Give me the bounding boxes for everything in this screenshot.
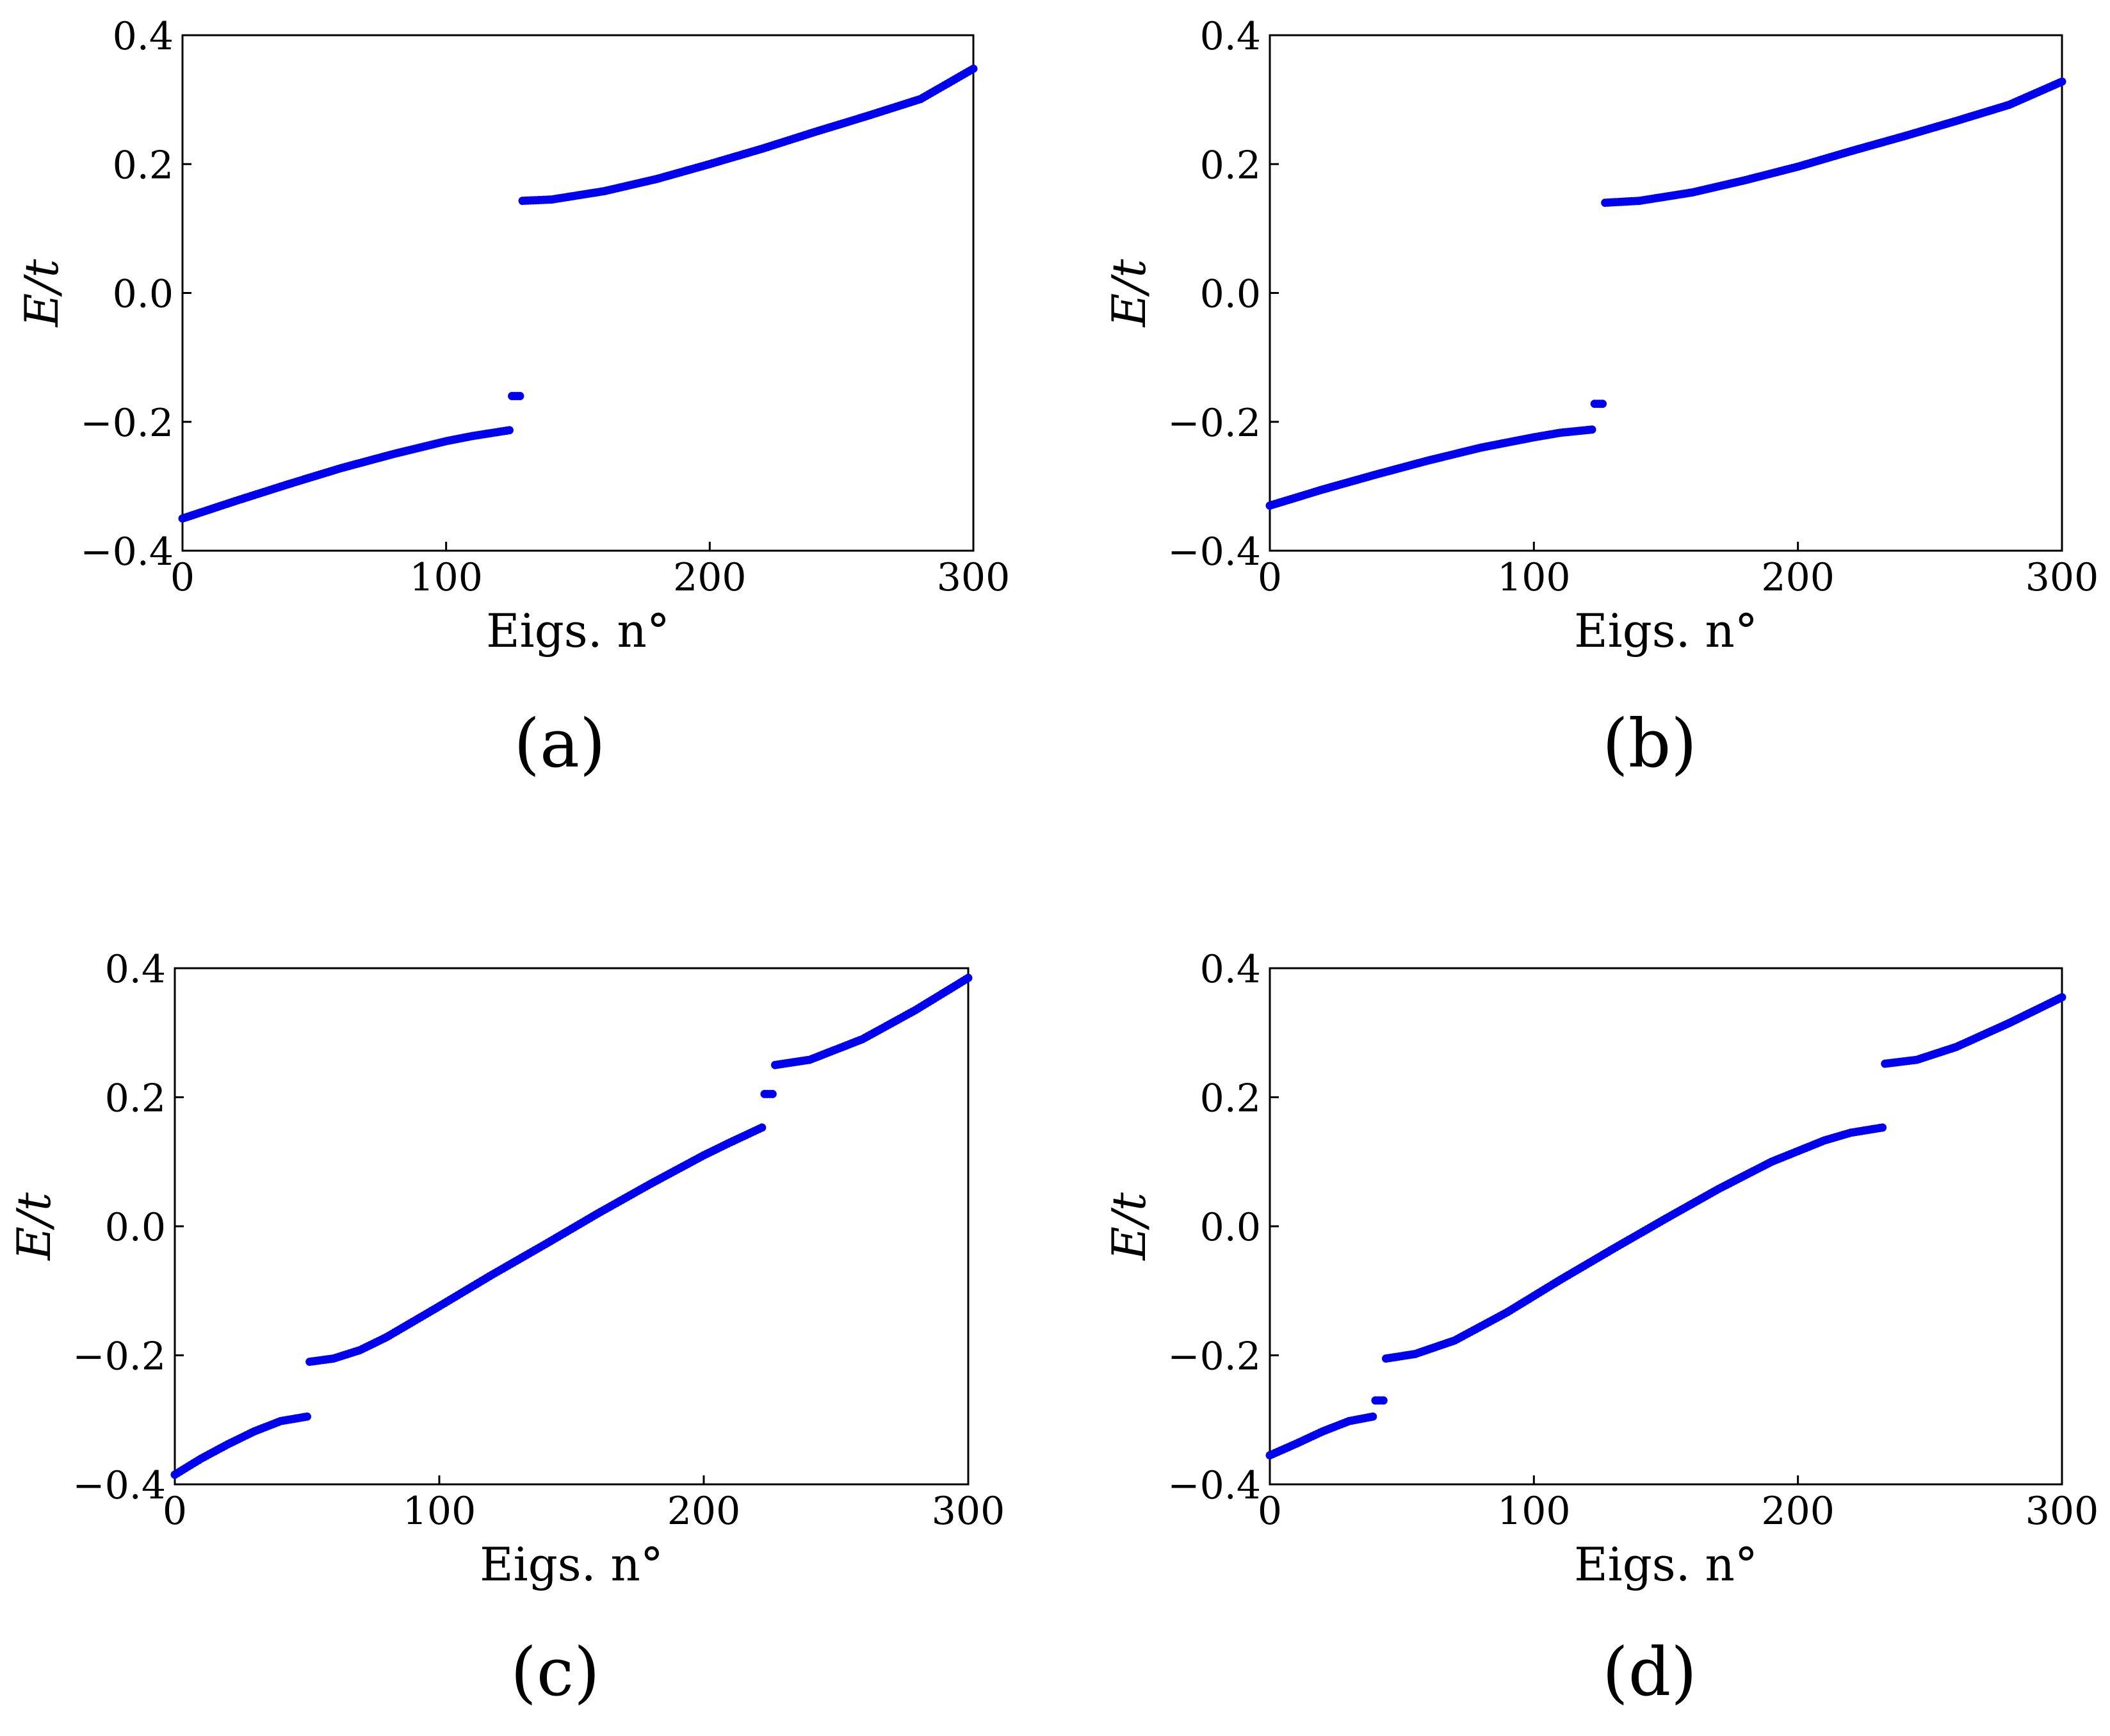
y-tick-label: 0.2 [1200,143,1261,188]
y-tick-label: 0.0 [105,1205,166,1250]
y-axis-label: E/t [7,1192,61,1261]
series-lower-band [1265,425,1596,510]
panel-a: 0 100 200 300 −0.4 −0.2 0.0 0.2 0.4 Eigs. n° E/t (… [0,0,1050,871]
x-axis-label: Eigs. n° [1574,604,1758,658]
series-band-2 [305,1123,767,1367]
series-upper-band [1601,77,2066,207]
y-tick-label: 0.2 [1200,1076,1261,1121]
y-tick-label: 0.0 [1200,272,1261,317]
y-tick-label: −0.2 [1167,1334,1261,1379]
series-in-gap-states [760,1089,777,1098]
x-tick-label: 0 [170,555,195,600]
data-point [2057,993,2066,1002]
x-tick-label: 0 [163,1489,187,1534]
x-tick-label: 200 [673,555,747,600]
y-tick-label: −0.2 [80,401,174,446]
series-in-gap-states [1590,400,1607,409]
panel-c: 0 100 200 300 −0.4 −0.2 0.0 0.2 0.4 Eigs. n° E/t (… [0,877,1050,1736]
chart-c: 0 100 200 300 −0.4 −0.2 0.0 0.2 0.4 Eigs. n° E/t [7,947,1005,1591]
chart-b: 0 100 200 300 −0.4 −0.2 0.0 0.2 0.4 Eigs. n° E/t [1102,14,2099,658]
x-tick-label: 100 [409,555,483,600]
series-upper-band [518,64,978,206]
x-axis-label: Eigs. n° [486,604,670,658]
data-point [1379,1396,1388,1405]
y-tick-label: 0.2 [105,1076,166,1121]
data-point [964,973,973,982]
x-tick-label: 200 [667,1489,741,1534]
y-axis-label: E/t [1102,259,1156,329]
chart-d: 0 100 200 300 −0.4 −0.2 0.0 0.2 0.4 Eigs. n° E/t [1102,947,2099,1591]
x-tick-label: 300 [2025,555,2099,600]
data-point [768,1089,777,1098]
series-lower-band [178,426,514,523]
x-tick-label: 300 [2025,1489,2099,1534]
y-tick-label: 0.4 [105,947,166,992]
y-tick-label: 0.4 [1200,14,1261,59]
x-axis-label: Eigs. n° [480,1537,663,1591]
x-tick-label: 0 [1258,555,1282,600]
series-band-3 [771,973,973,1069]
y-tick-label: −0.2 [1167,401,1261,446]
caption-b: (b) [1602,704,1697,783]
x-tick-label: 100 [403,1489,476,1534]
caption-a: (a) [514,704,606,783]
panel-d: 0 100 200 300 −0.4 −0.2 0.0 0.2 0.4 Eigs. n° E/t (… [1055,877,2110,1736]
y-tick-label: −0.4 [72,1463,166,1508]
series-band-1 [1265,1412,1377,1460]
caption-d: (d) [1602,1633,1697,1711]
data-point [2057,77,2066,86]
y-tick-label: 0.0 [113,272,174,317]
x-tick-label: 300 [932,1489,1005,1534]
x-tick-label: 100 [1497,555,1571,600]
y-tick-label: −0.4 [80,530,174,574]
y-tick-label: 0.2 [113,143,174,188]
chart-a: 0 100 200 300 −0.4 −0.2 0.0 0.2 0.4 Eigs. n° E/t [15,14,1010,658]
x-tick-label: 200 [1761,555,1835,600]
series-band-1 [170,1412,311,1479]
series-band-2 [1381,1123,1887,1363]
panel-b: 0 100 200 300 −0.4 −0.2 0.0 0.2 0.4 Eigs. n° E/t (… [1055,0,2110,871]
x-axis-label: Eigs. n° [1574,1537,1758,1591]
caption-c: (c) [510,1633,600,1711]
series-in-gap-states [1371,1396,1388,1405]
y-tick-label: 0.4 [113,14,174,59]
y-axis-label: E/t [1102,1192,1156,1261]
data-point [303,1412,311,1421]
y-tick-label: −0.2 [72,1334,166,1379]
x-tick-label: 300 [937,555,1010,600]
data-point [515,392,524,400]
data-point [969,64,978,73]
data-point [1587,425,1596,434]
data-point [1368,1412,1377,1421]
y-tick-label: −0.4 [1167,530,1261,574]
x-tick-label: 100 [1497,1489,1571,1534]
y-tick-label: 0.4 [1200,947,1261,992]
y-tick-label: 0.0 [1200,1205,1261,1250]
series-band-3 [1881,993,2066,1068]
data-point [1878,1123,1887,1132]
y-axis-label: E/t [15,259,69,329]
series-in-gap-states [508,392,524,400]
plot-frame [1269,967,2063,1486]
data-point [758,1123,767,1132]
y-tick-label: −0.4 [1167,1463,1261,1508]
x-tick-label: 0 [1258,1489,1282,1534]
plot-frame [181,34,975,552]
data-point [1598,400,1607,409]
x-tick-label: 200 [1761,1489,1835,1534]
data-point [505,426,514,435]
